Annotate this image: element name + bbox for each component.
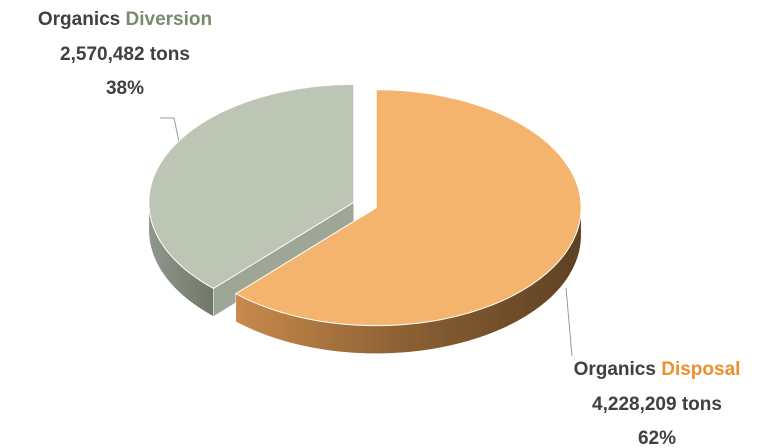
label-prefix: Organics — [574, 359, 656, 380]
amount-label: 2,570,482 tons — [60, 44, 190, 65]
slice-label: Organics Disposal — [574, 359, 741, 380]
slice — [148, 83, 355, 289]
slice-label: Organics Diversion — [38, 9, 212, 30]
label-prefix: Organics — [38, 9, 120, 30]
label-category: Disposal — [661, 359, 740, 380]
value-label: 38% — [106, 78, 144, 99]
label-category: Diversion — [126, 9, 213, 30]
leader-line — [565, 287, 573, 357]
value-label: 62% — [638, 428, 676, 448]
slice — [234, 89, 582, 327]
amount-label: 4,228,209 tons — [592, 394, 722, 415]
